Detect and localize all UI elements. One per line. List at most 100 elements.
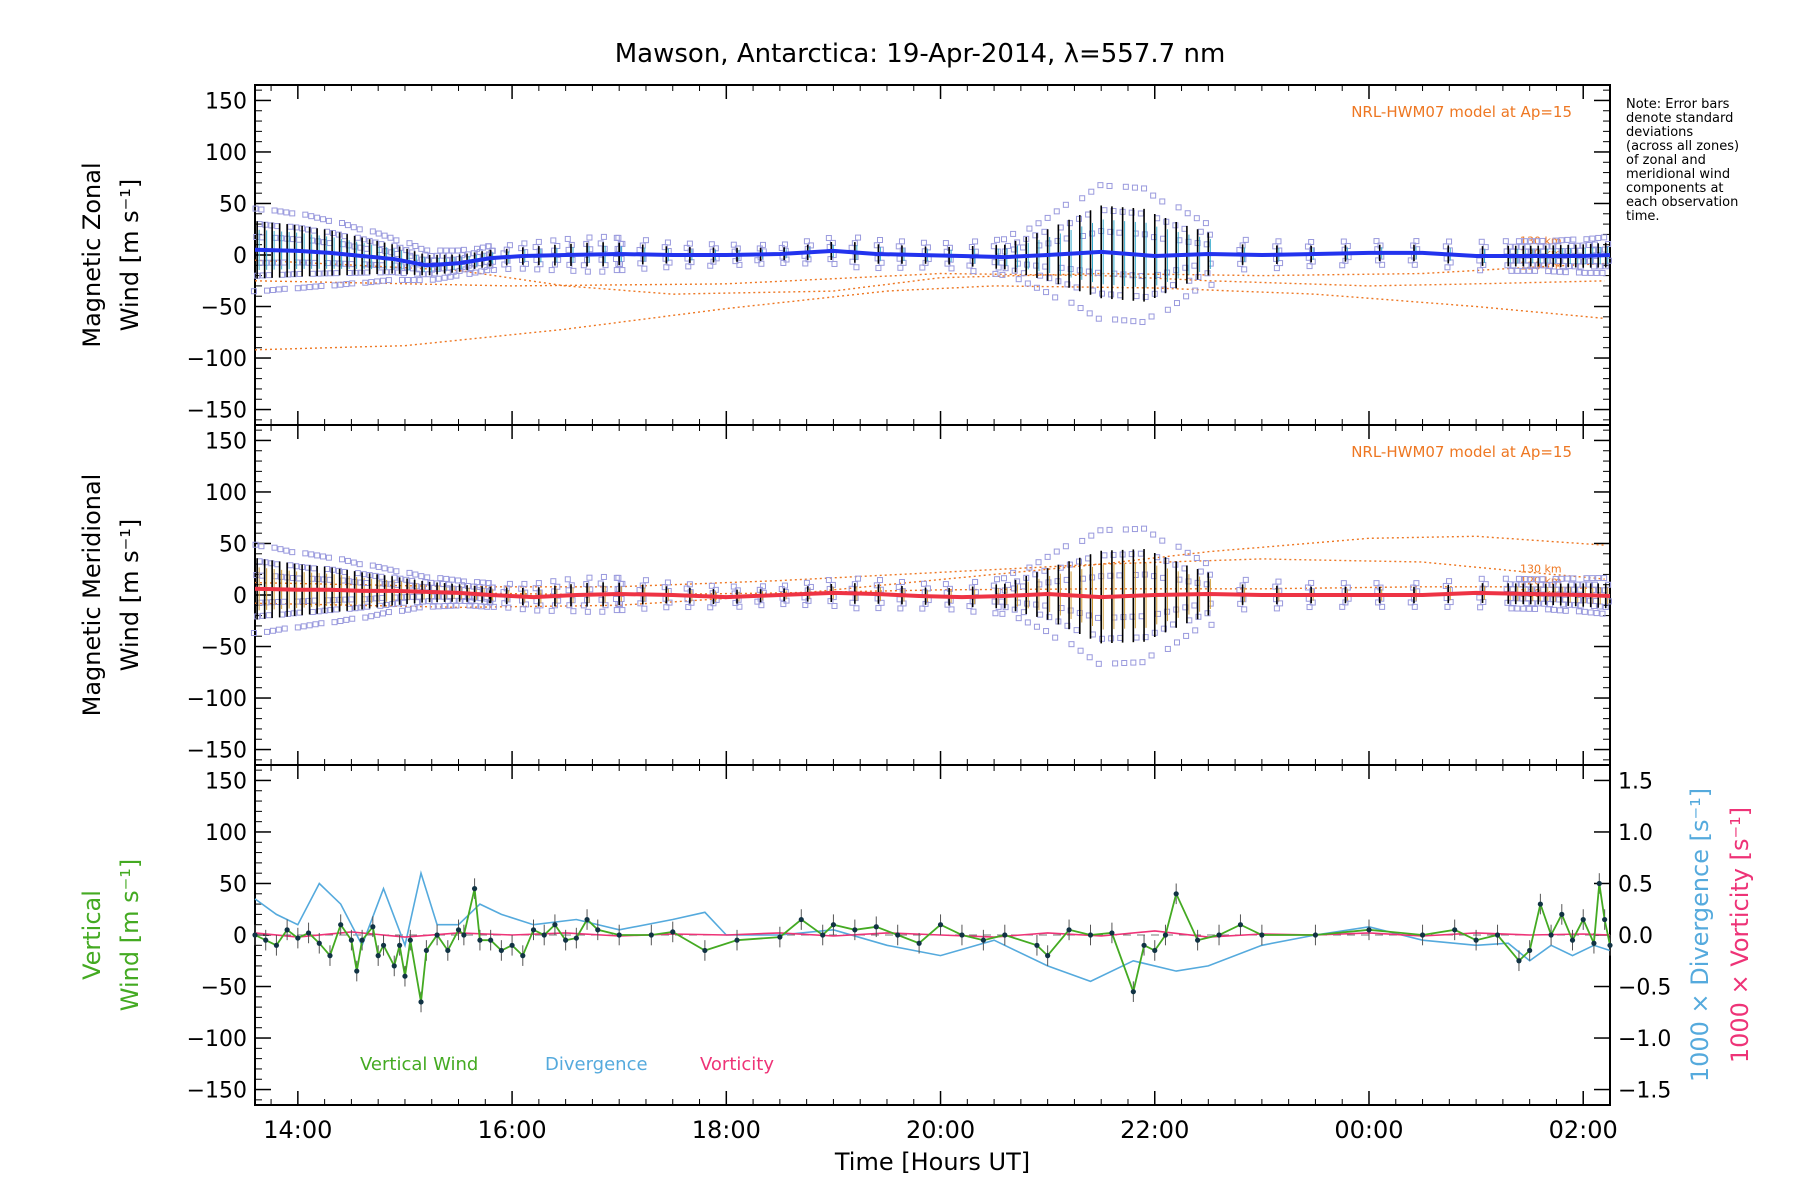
zone-point (1518, 243, 1525, 250)
zone-point (441, 274, 448, 281)
zone-point (732, 258, 739, 265)
zone-point (1085, 268, 1092, 275)
zone-point (478, 603, 485, 610)
zone-point (289, 210, 296, 217)
zone-point (1095, 614, 1102, 621)
zone-point (600, 573, 607, 580)
zone-point (1564, 575, 1571, 582)
meridional-panel: 150 100 50 0 −50 −100 −150 Magnetic Meridional W… (78, 424, 1612, 766)
zone-point (944, 601, 951, 608)
zone-point (1587, 609, 1594, 616)
zone-point (1079, 537, 1086, 544)
zone-point (310, 565, 317, 572)
zone-point (447, 273, 454, 280)
zone-point (339, 577, 346, 584)
zone-point (399, 607, 406, 614)
zone-point (1539, 576, 1546, 583)
zone-point (356, 226, 363, 233)
vertical-wind-point (1087, 932, 1094, 938)
zone-point (412, 243, 419, 250)
zone-point (1010, 246, 1017, 253)
zone-point (1551, 606, 1558, 613)
zone-point (1556, 596, 1563, 603)
zone-point (407, 252, 414, 259)
zone-point (1106, 526, 1113, 533)
zonal-wind-line (254, 247, 1611, 268)
zone-point (506, 580, 513, 587)
zone-point (400, 599, 407, 606)
zone-point (1101, 207, 1108, 214)
zone-point (312, 621, 319, 628)
zone-point (378, 241, 385, 248)
zone-point (1131, 526, 1138, 533)
zone-point (599, 608, 606, 615)
zone-point (855, 575, 862, 582)
zone-point (1339, 262, 1346, 269)
note-line: time. (1626, 209, 1660, 224)
zone-point (393, 237, 400, 244)
zone-point (252, 205, 259, 212)
zone-point (1032, 232, 1039, 239)
zone-point (320, 576, 327, 583)
zone-point (1033, 623, 1040, 630)
zone-point (948, 265, 955, 272)
zone-point (439, 252, 446, 259)
zone-point (994, 236, 1001, 243)
x-tick-label: 22:00 (1120, 1116, 1189, 1144)
vertical-wind-point (402, 973, 408, 979)
vertical-wind-point (1591, 940, 1597, 946)
zone-point (1130, 659, 1137, 666)
y-tick-label: 0 (233, 584, 247, 609)
vertical-wind-point (1066, 927, 1072, 933)
zone-point (519, 265, 526, 272)
zone-point (616, 261, 623, 268)
zone-point (272, 234, 279, 241)
zone-point (424, 247, 431, 254)
zone-point (348, 261, 355, 268)
zone-point (550, 237, 557, 244)
zone-point (462, 597, 469, 604)
model-curve-110km (254, 285, 1605, 351)
zone-point (1272, 583, 1279, 590)
zone-point (521, 240, 528, 247)
zone-point (264, 287, 271, 294)
zone-point (331, 282, 338, 289)
zone-point (309, 270, 316, 277)
zone-point (1184, 549, 1191, 556)
zone-point (612, 596, 619, 603)
zone-point (380, 610, 387, 617)
zone-point (1413, 238, 1420, 245)
zone-point (1015, 276, 1022, 283)
zone-point (1513, 257, 1520, 264)
zone-point (308, 213, 315, 220)
zone-point (305, 564, 312, 571)
zone-point (1599, 610, 1606, 617)
zone-point (1101, 552, 1108, 559)
zone-point (1112, 316, 1119, 323)
zone-point (1532, 267, 1539, 274)
zone-point (381, 232, 388, 239)
vertical-wind-point (1366, 927, 1372, 933)
zone-point (1041, 228, 1048, 235)
zone-point (1176, 576, 1183, 583)
zone-point (418, 573, 425, 580)
zone-point (1601, 234, 1608, 241)
zone-point (994, 576, 1001, 583)
zone-point (564, 576, 571, 583)
vertical-wind-point (1130, 989, 1136, 995)
zone-point (1541, 262, 1548, 269)
zone-point (853, 605, 860, 612)
zone-point (1558, 575, 1565, 582)
zone-point (290, 271, 297, 278)
y-tick-label: 0 (233, 244, 247, 269)
zone-point (1085, 612, 1092, 619)
vertical-wind-point (959, 932, 965, 938)
zone-point (1120, 614, 1127, 621)
vertical-wind-point (477, 937, 483, 943)
zone-point (612, 256, 619, 263)
note-line: components at (1626, 181, 1724, 196)
zone-point (293, 563, 300, 570)
zone-point (991, 259, 998, 266)
zone-point (1575, 608, 1582, 615)
zone-point (1203, 581, 1210, 588)
